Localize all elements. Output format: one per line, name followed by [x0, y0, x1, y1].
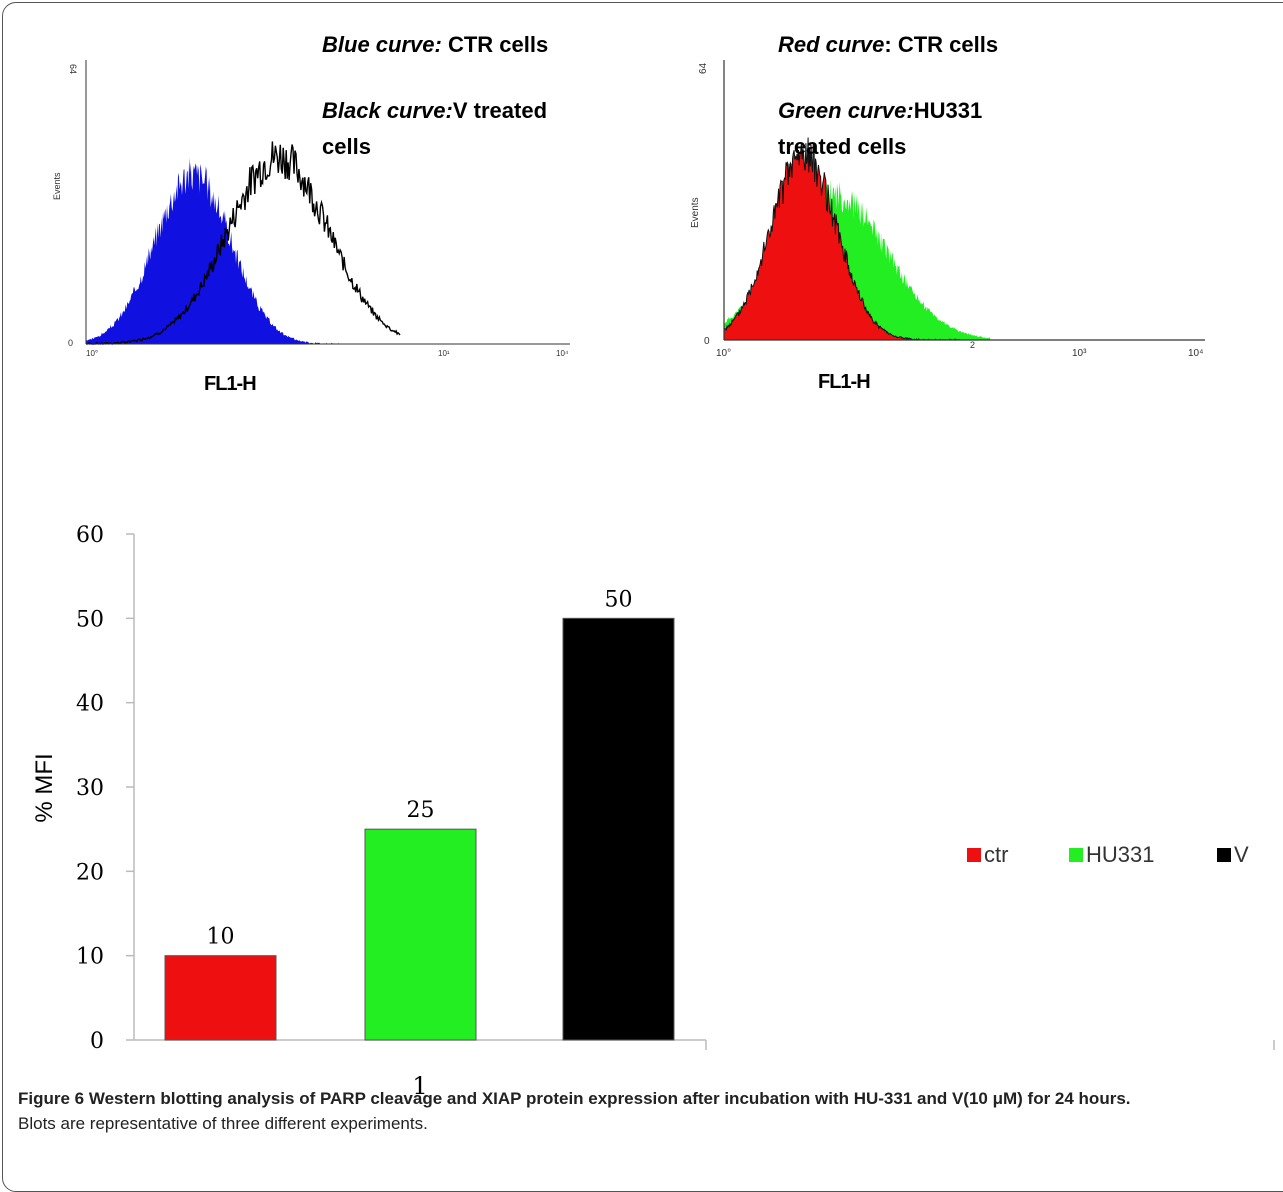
legend-label-v: V — [1234, 842, 1249, 867]
right-y-axis-label: Events — [690, 197, 701, 228]
right-x-tick-3: 10⁴ — [1188, 348, 1203, 359]
left-x-tick-2: 10⁴ — [556, 349, 569, 358]
bar-x-category-label: 1 — [412, 1072, 427, 1100]
right-y-top-tick: 64 — [698, 62, 709, 74]
bar-hu331 — [364, 828, 477, 1041]
mfi-bar-chart: 0 10 20 30 40 50 60 10 25 50 % MFI 1 ctr HU331 V — [31, 523, 1275, 1100]
histogram-right: 64 Events 0 10° 2 10³ 10⁴ FL1-H Red curv… — [690, 32, 1205, 393]
legend-swatch-v — [1217, 848, 1231, 862]
figure-canvas: 64 Events 0 10° 10¹ 10⁴ FL1-H Blue curve… — [31, 32, 1275, 1100]
bar-y-tick-label: 30 — [76, 776, 104, 801]
right-red-curve — [724, 137, 960, 340]
left-annotation-2-line2: cells — [322, 134, 371, 159]
bar-y-tick-label: 10 — [76, 945, 104, 970]
left-y-zero-tick: 0 — [68, 338, 73, 348]
left-black-curve — [86, 141, 400, 344]
right-x-tick-1: 2 — [970, 340, 975, 350]
bar-y-tick-label: 20 — [76, 860, 104, 885]
figure-caption: Figure 6 Western blotting analysis of PA… — [18, 1086, 1280, 1136]
left-x-axis-label: FL1-H — [204, 373, 256, 395]
left-y-axis-label: Events — [52, 172, 62, 200]
left-annotation-1: Blue curve: CTR cells — [322, 32, 548, 57]
legend-label-ctr: ctr — [984, 842, 1008, 867]
caption-note: Blots are representative of three differ… — [18, 1114, 428, 1133]
legend-swatch-ctr — [967, 848, 981, 862]
bar-ctr — [164, 955, 277, 1041]
right-annotation-1: Red curve: CTR cells — [778, 32, 998, 57]
right-x-tick-0: 10° — [716, 348, 731, 359]
right-x-tick-2: 10³ — [1072, 348, 1087, 359]
bar-legend: ctr HU331 V — [967, 842, 1249, 867]
bar-data-label: 50 — [605, 587, 633, 612]
left-y-top-tick: 64 — [68, 64, 78, 74]
bar-y-axis-label: % MFI — [31, 753, 58, 822]
bar-v — [562, 617, 675, 1041]
right-annotation-2: Green curve:HU331 — [778, 98, 982, 123]
legend-label-hu331: HU331 — [1086, 842, 1154, 867]
bar-y-tick-label: 60 — [76, 523, 104, 548]
left-blue-curve — [86, 157, 340, 344]
bar-y-tick-label: 40 — [76, 692, 104, 717]
bar-y-tick-label: 0 — [90, 1029, 104, 1054]
histogram-left: 64 Events 0 10° 10¹ 10⁴ FL1-H Blue curve… — [52, 32, 570, 395]
left-annotation-2: Black curve:V treated — [322, 98, 547, 123]
bar-y-tick-label: 50 — [76, 607, 104, 632]
bar-data-label: 25 — [407, 798, 435, 823]
right-x-axis-label: FL1-H — [818, 371, 870, 393]
left-black-outline — [85, 141, 401, 345]
bar-data-label: 10 — [207, 925, 235, 950]
caption-title: Figure 6 Western blotting analysis of PA… — [18, 1089, 1131, 1108]
legend-swatch-hu331 — [1069, 848, 1083, 862]
left-x-tick-0: 10° — [86, 349, 98, 358]
right-y-zero-tick: 0 — [704, 336, 710, 347]
right-annotation-2-line2: treated cells — [778, 134, 906, 159]
left-x-tick-1: 10¹ — [438, 349, 450, 358]
